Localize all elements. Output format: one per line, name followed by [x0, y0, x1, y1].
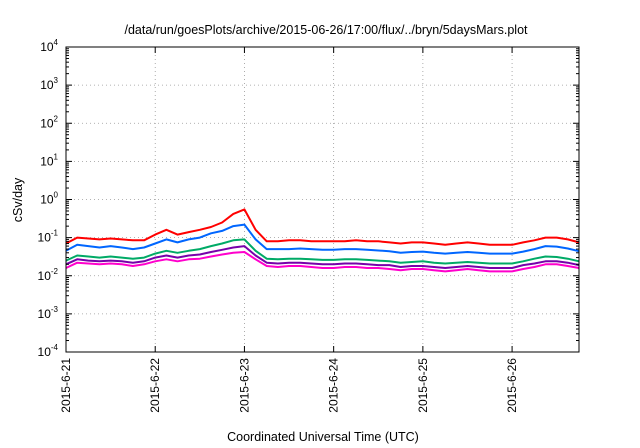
series-line-1 — [65, 208, 580, 246]
y-tick-base: 10 — [40, 193, 54, 207]
y-tick-base: 10 — [40, 154, 54, 168]
x-tick-label: 2015-6-22 — [148, 358, 162, 413]
x-tick-label: 2015-6-23 — [237, 358, 251, 413]
y-tick-base: 10 — [40, 116, 54, 130]
y-tick-exponent: 4 — [54, 38, 59, 47]
x-tick-label: 2015-6-24 — [327, 358, 341, 413]
y-tick-base: 10 — [40, 78, 54, 92]
y-tick-exponent: 0 — [54, 191, 59, 200]
plot-lines — [65, 208, 580, 273]
y-tick-exponent: -1 — [51, 229, 59, 238]
y-tick-exponent: -3 — [51, 305, 59, 314]
y-tick-label: 10-1 — [38, 229, 59, 245]
chart-title: /data/run/goesPlots/archive/2015-06-26/1… — [124, 23, 528, 37]
y-tick-exponent: -2 — [51, 267, 59, 276]
y-tick-label: 103 — [40, 76, 58, 92]
x-tick-label: 2015-6-25 — [416, 358, 430, 413]
y-tick-exponent: -4 — [51, 343, 59, 352]
y-tick-label: 10-3 — [38, 305, 59, 321]
y-tick-label: 10-2 — [38, 267, 59, 283]
series-line-3 — [65, 238, 580, 265]
y-axis-label: cSv/day — [11, 177, 25, 222]
y-tick-base: 10 — [38, 269, 52, 283]
x-tick-label: 2015-6-21 — [59, 358, 73, 413]
y-tick-base: 10 — [40, 40, 54, 54]
y-tick-exponent: 3 — [54, 76, 59, 85]
y-tick-base: 10 — [38, 231, 52, 245]
series-line-2 — [65, 223, 580, 255]
x-axis-label: Coordinated Universal Time (UTC) — [227, 430, 419, 444]
y-tick-exponent: 2 — [54, 114, 59, 123]
y-tick-label: 104 — [40, 38, 58, 54]
series-line-5 — [65, 251, 580, 273]
y-tick-exponent: 1 — [54, 152, 59, 161]
y-tick-label: 102 — [40, 114, 58, 130]
y-tick-label: 101 — [40, 152, 58, 168]
y-tick-base: 10 — [38, 307, 52, 321]
x-tick-label: 2015-6-26 — [505, 358, 519, 413]
series-line-4 — [65, 245, 580, 269]
y-tick-base: 10 — [38, 345, 52, 359]
y-tick-label: 10-4 — [38, 343, 59, 359]
x-axis-ticks: 2015-6-21 2015-6-22 2015-6-23 2015-6-24 2015… — [59, 47, 519, 413]
y-tick-label: 100 — [40, 191, 58, 207]
grid — [65, 47, 579, 352]
